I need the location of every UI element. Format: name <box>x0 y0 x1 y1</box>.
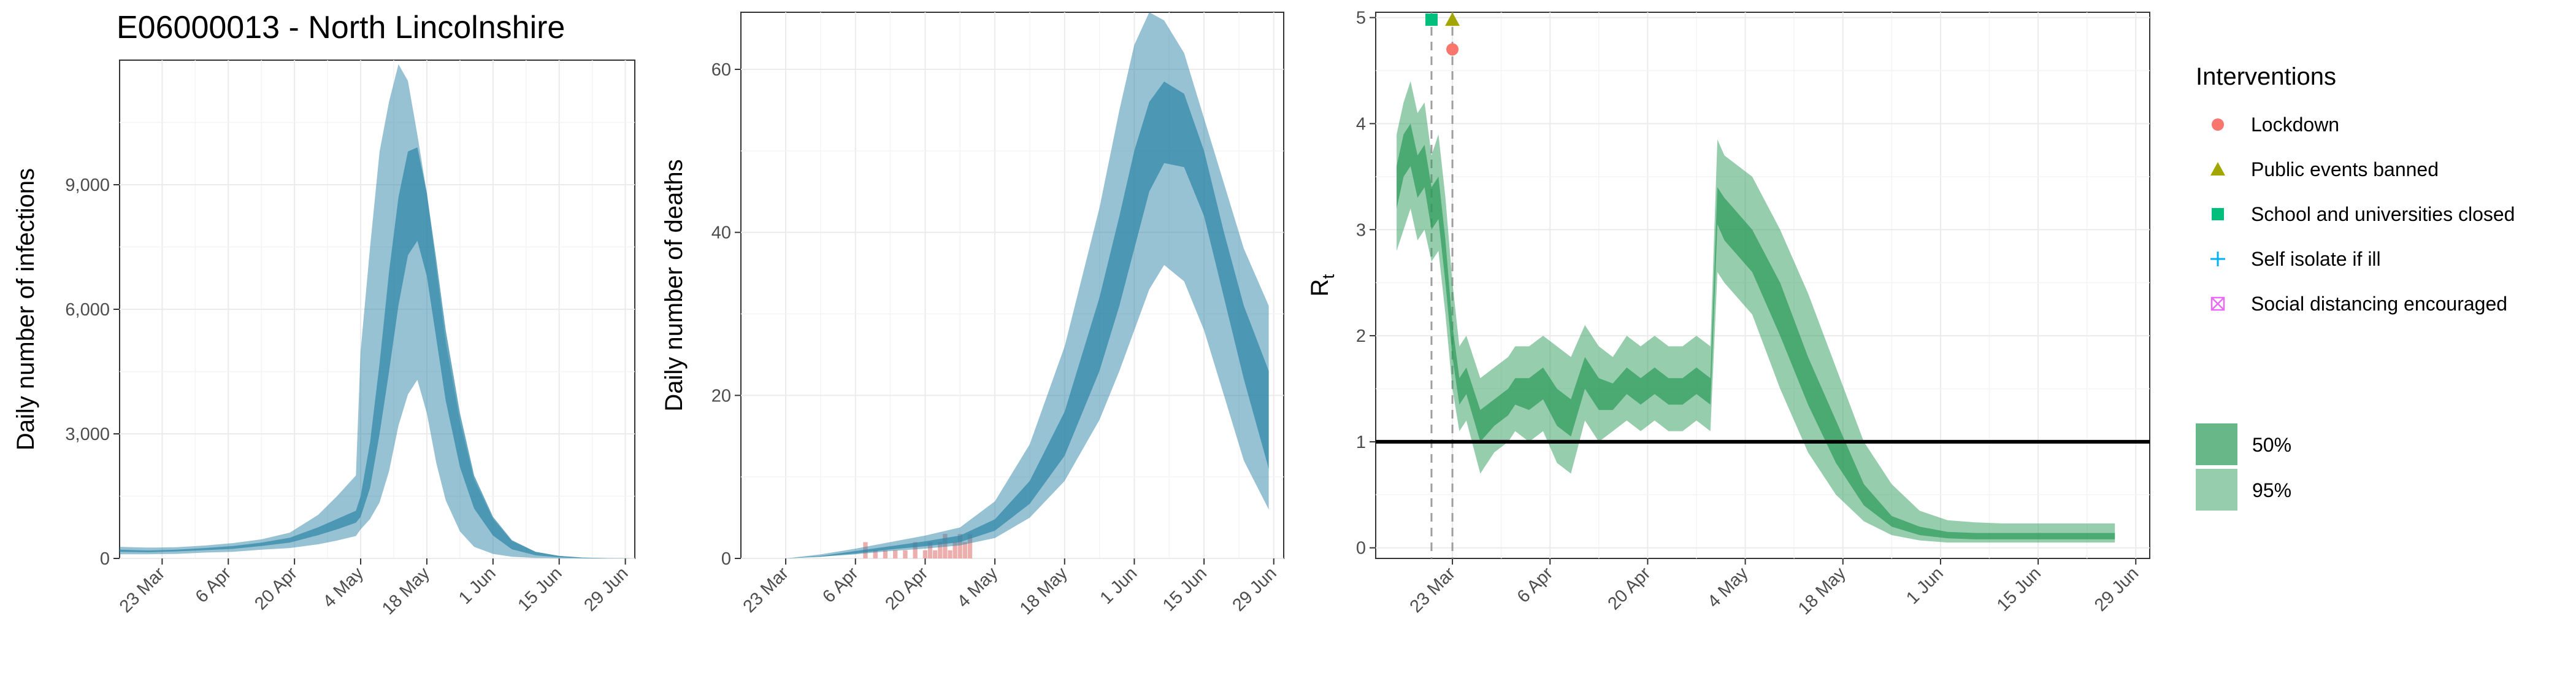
intervention-markers <box>1425 12 1460 56</box>
x-axis-ticks: 23 Mar 6 Apr 20 Apr 4 May 18 May 1 Jun 15 Jun 2… <box>1406 558 2142 619</box>
rt-panel: 0 1 2 3 4 5 23 Mar 6 Apr 20 Apr 4 May 18 May 1 Jun… <box>1306 9 2150 619</box>
y-tick-label: 1 <box>1356 433 1366 452</box>
legend-schools-icon <box>2212 208 2224 220</box>
y-axis-ticks: 0 20 40 60 <box>711 60 741 569</box>
y-tick-label: 60 <box>711 60 731 80</box>
bands <box>786 12 1269 558</box>
legend-intervention-label: Social distancing encouraged <box>2251 293 2507 315</box>
x-tick-label: 20 Apr <box>1604 563 1654 614</box>
legend-interval-swatch <box>2196 469 2237 511</box>
legend-intervention-label: Self isolate if ill <box>2251 248 2381 270</box>
x-tick-label: 18 May <box>1016 563 1071 619</box>
legend-title: Interventions <box>2196 63 2336 90</box>
x-axis-ticks: 23 Mar 6 Apr 20 Apr 4 May 18 May 1 Jun 15 Jun 2… <box>116 558 632 619</box>
legend-lockdown-icon <box>2212 118 2224 131</box>
observed-death-bar <box>893 550 898 558</box>
x-tick-label: 18 May <box>1795 563 1850 619</box>
observed-death-bar <box>883 550 888 558</box>
legend-intervention-label: School and universities closed <box>2251 203 2515 225</box>
y-tick-label: 0 <box>1356 539 1366 558</box>
legend-social-distancing-icon <box>2210 296 2225 311</box>
x-tick-label: 6 Apr <box>819 563 862 607</box>
y-axis-label: Daily number of infections <box>12 168 39 450</box>
x-tick-label: 29 Jun <box>580 563 632 615</box>
y-axis-ticks: 0 3,000 6,000 9,000 <box>65 176 120 569</box>
y-tick-label: 2 <box>1356 326 1366 346</box>
x-tick-label: 29 Jun <box>1229 563 1281 615</box>
gridlines <box>741 12 1284 559</box>
observed-death-bar <box>932 550 938 558</box>
x-tick-label: 20 Apr <box>881 563 932 614</box>
y-tick-label: 40 <box>711 223 731 243</box>
y-tick-label: 0 <box>721 549 731 569</box>
observed-death-bar <box>922 550 928 558</box>
deaths-panel: 0 20 40 60 23 Mar 6 Apr 20 Apr 4 May 18 May 1 Ju… <box>661 12 1284 619</box>
x-tick-label: 1 Jun <box>1903 563 1947 608</box>
legend-interval-swatch <box>2196 423 2237 465</box>
figure-title: E06000013 - North Lincolnshire <box>117 10 565 45</box>
y-axis-ticks: 0 1 2 3 4 5 <box>1356 9 1376 558</box>
band-95 <box>120 64 631 559</box>
x-tick-label: 1 Jun <box>1097 563 1141 608</box>
lockdown-marker <box>1446 43 1459 56</box>
bands <box>1397 81 2115 543</box>
x-tick-label: 15 Jun <box>514 563 565 615</box>
x-tick-label: 20 Apr <box>251 563 301 614</box>
legend-public-events-icon <box>2210 162 2225 176</box>
legend-intervention-label: Lockdown <box>2251 114 2339 136</box>
y-tick-label: 9,000 <box>65 176 110 195</box>
observed-death-bar <box>957 534 962 558</box>
y-tick-label: 5 <box>1356 9 1366 28</box>
x-tick-label: 29 Jun <box>2091 563 2142 615</box>
x-tick-label: 4 May <box>319 563 367 612</box>
x-tick-label: 23 Mar <box>740 563 793 617</box>
x-tick-label: 4 May <box>954 563 1002 612</box>
y-axis-label-r: R <box>1306 279 1333 296</box>
y-tick-label: 0 <box>100 549 110 569</box>
observed-death-bar <box>873 550 878 558</box>
bands <box>120 64 631 559</box>
x-tick-label: 18 May <box>378 563 434 619</box>
band-95 <box>1397 81 2115 543</box>
y-axis-label: Daily number of deaths <box>661 159 688 411</box>
y-axis-label: Rt <box>1306 274 1338 296</box>
y-tick-label: 3,000 <box>65 425 110 444</box>
x-tick-label: 6 Apr <box>1514 563 1557 607</box>
legend-intervention-label: Public events banned <box>2251 158 2439 180</box>
observed-death-bar <box>962 542 968 558</box>
x-tick-label: 15 Jun <box>1993 563 2045 615</box>
x-tick-label: 15 Jun <box>1159 563 1211 615</box>
legend-interval-items: 50% 95% <box>2196 423 2291 511</box>
legend-intervention-items: Lockdown Public events banned School and u… <box>2210 114 2515 315</box>
x-tick-label: 1 Jun <box>455 563 500 608</box>
observed-death-bar <box>953 542 957 558</box>
observed-death-bar <box>967 534 973 558</box>
x-tick-label: 23 Mar <box>116 563 169 617</box>
observed-death-bar <box>903 550 908 558</box>
x-tick-label: 6 Apr <box>192 563 236 607</box>
x-tick-label: 4 May <box>1704 563 1752 612</box>
x-axis-ticks: 23 Mar 6 Apr 20 Apr 4 May 18 May 1 Jun 15 Jun 2… <box>740 558 1281 619</box>
y-tick-label: 6,000 <box>65 300 110 320</box>
legend-self-isolate-icon <box>2210 252 2225 266</box>
y-axis-label-sub: t <box>1319 274 1338 279</box>
public-events-marker <box>1445 12 1460 26</box>
x-tick-label: 23 Mar <box>1406 563 1460 617</box>
observed-death-bar <box>938 542 943 558</box>
observed-death-bar <box>927 542 933 558</box>
y-tick-label: 4 <box>1356 114 1366 134</box>
observed-death-bar <box>948 550 953 558</box>
y-tick-label: 3 <box>1356 220 1366 240</box>
schools-marker <box>1425 14 1438 26</box>
legend: Interventions Lockdown Public events bann… <box>2196 63 2515 511</box>
y-tick-label: 20 <box>711 386 731 406</box>
observed-death-bar <box>913 542 918 558</box>
legend-interval-label: 95% <box>2252 479 2291 501</box>
legend-interval-label: 50% <box>2252 434 2291 456</box>
